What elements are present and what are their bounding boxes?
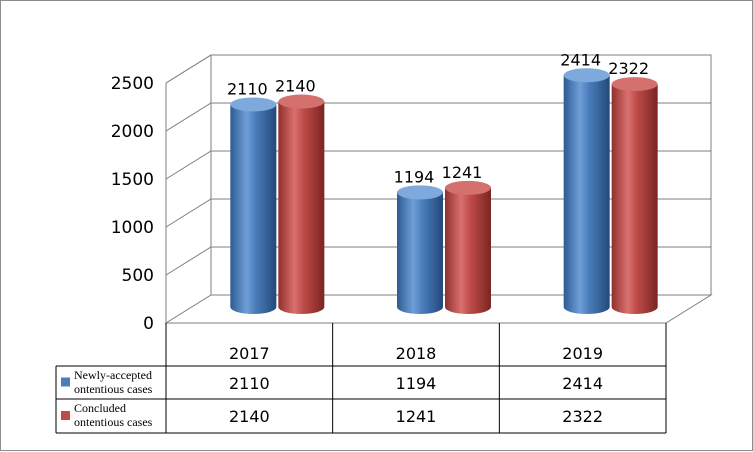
bar-cap [278, 94, 325, 109]
data-label-2018-s1: 1241 [442, 163, 483, 182]
bar-2017-s1 [278, 94, 325, 314]
bar-2018-s0 [397, 185, 443, 314]
bar-cap [611, 77, 658, 92]
bar-body [278, 101, 325, 314]
table-cell-2017-s1: 2140 [229, 407, 270, 426]
bar-2019-s0 [563, 68, 610, 314]
y-tick-2500: 2500 [111, 74, 154, 94]
gridlines [165, 54, 711, 276]
data-label-2018-s0: 1194 [394, 167, 435, 186]
data-labels: 2110 2140 1194 1241 2414 2322 [227, 50, 649, 186]
bar-2019-s1 [611, 77, 658, 314]
bars [230, 68, 658, 314]
legend-label-s0: Newly-accepted [74, 368, 152, 382]
data-label-2017-s0: 2110 [227, 79, 268, 98]
data-label-2017-s1: 2140 [275, 77, 316, 96]
x-tick-2019: 2019 [562, 344, 603, 363]
bar-body [611, 84, 658, 314]
bar-cap [397, 185, 443, 200]
legend-label-s1: ontentious cases [74, 415, 153, 429]
y-tick-0: 0 [143, 314, 154, 334]
bar-body [563, 75, 610, 314]
bar-2018-s1 [445, 180, 491, 314]
table-cell-2017-s0: 2110 [229, 374, 270, 393]
table-cell-2019-s1: 2322 [562, 407, 603, 426]
gridline-1500 [165, 150, 711, 180]
gridline-2500 [165, 54, 711, 84]
x-tick-2018: 2018 [396, 344, 437, 363]
bar-body [397, 192, 443, 314]
data-label-2019-s0: 2414 [560, 50, 601, 69]
gridline-1000 [165, 198, 711, 228]
y-tick-2000: 2000 [111, 122, 154, 142]
bar-body [445, 187, 491, 314]
bar-2017-s0 [230, 97, 277, 314]
y-axis-ticks: 0 500 1000 1500 2000 2500 [111, 74, 154, 334]
legend-swatch-s0 [61, 377, 70, 387]
gridline-2000 [165, 102, 711, 132]
bar-cap [563, 68, 610, 83]
legend-label-s0: ontentious cases [74, 382, 153, 396]
table-cell-2018-s0: 1194 [396, 374, 437, 393]
x-tick-2017: 2017 [229, 344, 270, 363]
y-tick-1500: 1500 [111, 170, 154, 190]
bar-cap [445, 180, 491, 195]
legend-swatch-s1 [61, 411, 70, 420]
legend-label-s1: Concluded [74, 401, 126, 415]
gridline-500 [165, 246, 711, 276]
data-label-2019-s1: 2322 [608, 59, 649, 78]
bar-cap [230, 97, 277, 112]
y-tick-1000: 1000 [111, 218, 154, 238]
table-cell-2018-s1: 1241 [396, 407, 437, 426]
table-cell-2019-s0: 2414 [562, 374, 603, 393]
bar-body [230, 104, 277, 314]
y-tick-500: 500 [122, 266, 154, 286]
